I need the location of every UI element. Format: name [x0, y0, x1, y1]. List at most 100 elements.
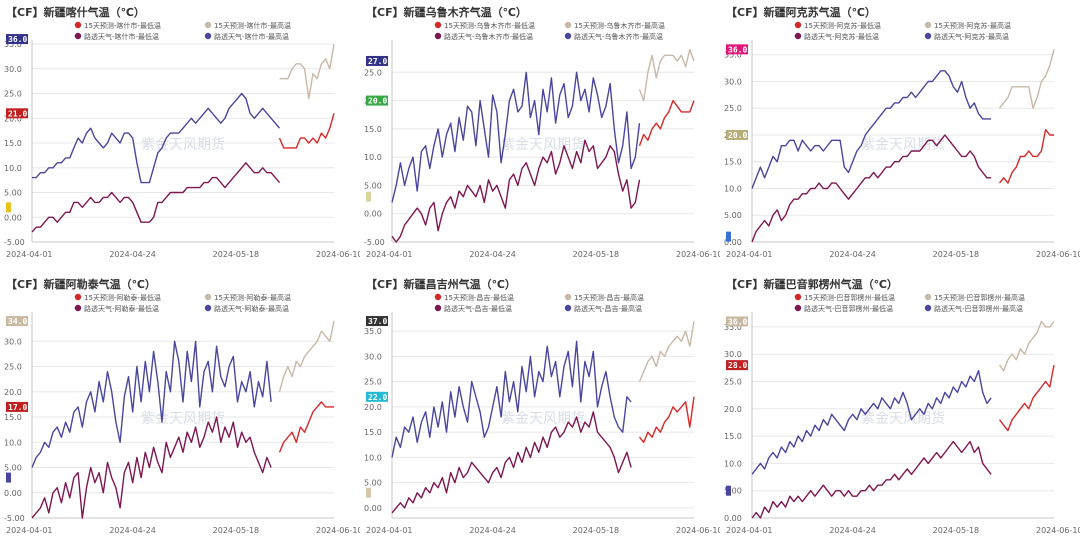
legend-marker [204, 21, 212, 29]
legend-marker [564, 32, 572, 40]
x-tick-label: 2024-04-24 [109, 250, 156, 259]
legend-label: 路透天气-昌吉-最高温 [574, 304, 642, 313]
value-badge [366, 191, 371, 202]
series-line-forecast-min [278, 401, 334, 453]
legend-marker [434, 32, 442, 40]
value-badge-label: 20.0 [368, 97, 387, 106]
legend-label: 路透天气-喀什市-最高温 [214, 32, 289, 41]
y-tick-label: 5.00 [724, 211, 742, 220]
series-line-actual-min [751, 134, 992, 243]
legend-label: 路透天气-喀什市-最低温 [84, 32, 159, 41]
watermark: 紫金天风期货 [861, 136, 945, 153]
y-tick-label: 10.0 [4, 438, 22, 447]
y-tick-label: 25.0 [4, 363, 22, 372]
chart-panel-changji: 【CF】新疆昌吉州气温（℃） 15天预测-昌吉-最低温 15天预测-昌吉-最高温 路透… [360, 272, 723, 538]
value-badge [366, 55, 388, 66]
y-tick-label: 15.0 [364, 125, 382, 134]
chart-svg: 【CF】新疆乌鲁木齐气温（℃） 15天预测-乌鲁木齐市-最低温 15天预测-乌鲁木齐… [364, 5, 723, 259]
x-tick-label: 2024-04-24 [469, 526, 516, 535]
y-tick-label: 35.0 [724, 323, 742, 332]
watermark: 紫金天风期货 [501, 410, 585, 427]
legend-marker [924, 293, 932, 301]
chart-svg: 【CF】新疆阿克苏气温（℃） 15天预测-阿克苏-最低温 15天预测-阿克苏-最高温… [724, 5, 1080, 259]
y-tick-label: 0.00 [4, 213, 22, 222]
y-tick-label: 15.0 [724, 158, 742, 167]
value-badge [726, 485, 731, 496]
series-line-actual-max [391, 71, 641, 203]
value-badge [6, 34, 28, 45]
chart-svg: 【CF】新疆昌吉州气温（℃） 15天预测-昌吉-最低温 15天预测-昌吉-最高温路透… [364, 277, 723, 535]
y-tick-label: 15.0 [4, 413, 22, 422]
y-tick-label: 0.00 [4, 489, 22, 498]
y-tick-label: 25.0 [4, 90, 22, 99]
chart-svg: 【CF】新疆巴音郭楞州气温（℃） 15天预测-巴音郭楞州-最低温 15天预测-巴音郭… [724, 277, 1080, 535]
y-tick-label: 0.00 [364, 504, 382, 513]
legend-label: 路透天气-阿克苏-最高温 [934, 32, 1009, 41]
watermark: 紫金天风期货 [141, 136, 225, 153]
y-tick-label: -5.00 [4, 514, 25, 523]
y-tick-label: 25.0 [724, 104, 742, 113]
y-tick-label: 20.0 [4, 114, 22, 123]
y-tick-label: 5.00 [364, 181, 382, 190]
series-line-actual-max [31, 340, 272, 468]
series-line-forecast-max [279, 43, 335, 100]
series-line-forecast-min [998, 364, 1055, 432]
value-badge-label: 28.0 [728, 361, 747, 370]
x-tick-label: 2024-04-01 [726, 526, 773, 535]
watermark: 紫金天风期货 [141, 410, 225, 427]
series-line-actual-max [751, 70, 992, 189]
y-tick-label: 10.0 [724, 184, 742, 193]
legend-marker [434, 304, 442, 312]
legend-marker [74, 304, 82, 312]
y-tick-label: 10.0 [724, 459, 742, 468]
y-tick-label: 5.00 [364, 479, 382, 488]
value-badge-label: 36.0 [728, 317, 747, 326]
series-line-forecast-max [998, 49, 1055, 109]
legend-marker [204, 32, 212, 40]
y-tick-label: 15.0 [4, 139, 22, 148]
legend-marker [794, 32, 802, 40]
watermark: 紫金天风期货 [861, 410, 945, 427]
legend-label: 15天预测-阿勒泰-最低温 [84, 293, 161, 302]
legend-marker [434, 293, 442, 301]
y-tick-label: 5.00 [4, 464, 22, 473]
value-badge-label: 37.0 [368, 317, 387, 326]
chart-title: 【CF】新疆喀什气温（℃） [6, 5, 145, 19]
x-tick-label: 2024-05-18 [933, 250, 980, 259]
legend-label: 路透天气-巴音郭楞州-最低温 [804, 304, 893, 313]
legend-label: 路透天气-昌吉-最低温 [444, 304, 512, 313]
value-badge [726, 44, 748, 55]
y-tick-label: -5.00 [4, 238, 25, 247]
series-line-actual-max [751, 369, 992, 475]
legend-marker [564, 293, 572, 301]
legend-marker [924, 32, 932, 40]
value-badge-label: 36.0 [8, 35, 27, 44]
y-tick-label: 30.0 [364, 352, 382, 361]
x-tick-label: 2024-04-01 [6, 526, 53, 535]
legend-marker [74, 32, 82, 40]
x-tick-label: 2024-06-10 [1036, 250, 1080, 259]
series-line-forecast-min [278, 113, 335, 149]
chart-title: 【CF】新疆阿勒泰气温（℃） [6, 277, 156, 291]
x-tick-label: 2024-04-24 [109, 526, 156, 535]
value-badge-label: 36.0 [728, 45, 747, 54]
y-tick-label: 35.0 [4, 40, 22, 49]
series-line-actual-min [391, 139, 641, 243]
series-line-actual-min [31, 416, 272, 519]
value-badge [366, 95, 388, 106]
x-tick-label: 2024-04-01 [726, 250, 773, 259]
x-tick-label: 2024-04-01 [366, 250, 413, 259]
x-tick-label: 2024-04-24 [829, 250, 876, 259]
x-tick-label: 2024-05-18 [213, 250, 260, 259]
x-tick-label: 2024-06-10 [676, 526, 723, 535]
value-badge [726, 129, 748, 140]
chart-title: 【CF】新疆昌吉州气温（℃） [366, 277, 516, 291]
x-tick-label: 2024-05-18 [213, 526, 260, 535]
legend-label: 路透天气-巴音郭楞州-最高温 [934, 304, 1023, 313]
legend-label: 15天预测-昌吉-最高温 [574, 293, 644, 302]
legend-marker [924, 304, 932, 312]
legend-marker [794, 293, 802, 301]
chart-title: 【CF】新疆巴音郭楞州气温（℃） [726, 277, 898, 291]
legend-label: 15天预测-巴音郭楞州-最低温 [804, 293, 895, 302]
chart-svg: 【CF】新疆阿勒泰气温（℃） 15天预测-阿勒泰-最低温 15天预测-阿勒泰-最高温… [4, 277, 363, 535]
